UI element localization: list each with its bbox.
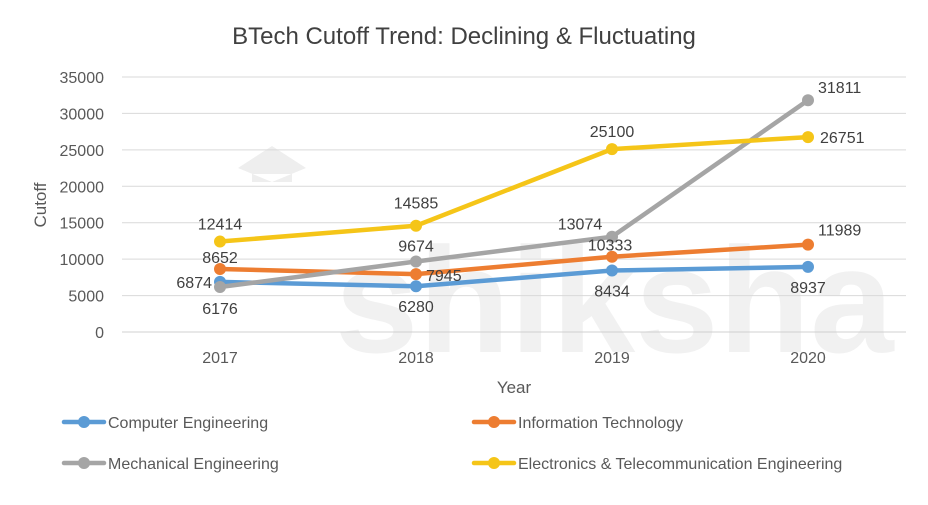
data-point	[410, 268, 422, 281]
data-point	[802, 238, 814, 251]
data-label: 10333	[588, 238, 633, 255]
data-label: 8652	[202, 250, 238, 267]
y-tick-label: 10000	[60, 252, 105, 269]
watermark-cap-icon	[238, 146, 306, 182]
data-point	[214, 235, 226, 248]
data-label: 8434	[594, 284, 630, 301]
y-tick-label: 30000	[60, 106, 105, 123]
data-label: 13074	[558, 217, 603, 234]
legend-marker	[78, 416, 90, 428]
series-line	[217, 264, 811, 289]
data-point	[606, 250, 618, 263]
x-tick-label: 2019	[594, 350, 630, 367]
data-label: 8937	[790, 280, 826, 297]
series-lines	[214, 94, 814, 294]
x-axis-title: Year	[497, 378, 532, 397]
data-label: 12414	[198, 217, 243, 234]
data-point	[410, 255, 422, 268]
data-label: 25100	[590, 124, 635, 141]
data-point	[214, 281, 226, 294]
data-label: 9674	[398, 239, 434, 256]
chart-title: BTech Cutoff Trend: Declining & Fluctuat…	[232, 23, 696, 50]
y-tick-label: 35000	[60, 70, 105, 87]
series-line	[217, 242, 811, 277]
data-point	[410, 219, 422, 232]
legend-label: Electronics & Telecommunication Engineer…	[518, 456, 842, 473]
legend-marker	[488, 457, 500, 469]
data-labels: 6874 6280 8434 8937 8652 7945 10333 11989 6176 96…	[176, 80, 864, 318]
y-axis-ticks: 0 5000 10000 15000 20000 25000 30000 35000	[60, 70, 105, 342]
x-tick-label: 2020	[790, 350, 826, 367]
legend-label: Mechanical Engineering	[108, 456, 279, 473]
y-tick-label: 5000	[68, 289, 104, 306]
data-label: 11989	[818, 223, 861, 240]
legend-label: Information Technology	[518, 415, 683, 432]
data-label: 6874	[176, 275, 212, 292]
legend-marker	[488, 416, 500, 428]
y-tick-label: 20000	[60, 179, 105, 196]
data-point	[606, 264, 618, 277]
data-point	[606, 230, 618, 243]
y-axis-title: Cutoff	[31, 182, 50, 227]
y-tick-label: 15000	[60, 216, 105, 233]
series-line	[217, 134, 811, 244]
data-point	[606, 143, 618, 156]
data-point	[802, 260, 814, 273]
data-label: 26751	[820, 130, 865, 147]
legend: Computer Engineering Information Technolo…	[61, 415, 842, 473]
data-point	[802, 94, 814, 107]
data-label: 6176	[202, 301, 238, 318]
data-label: 31811	[818, 80, 861, 97]
data-point	[410, 280, 422, 293]
y-tick-label: 25000	[60, 143, 105, 160]
data-point	[214, 262, 226, 275]
x-tick-label: 2018	[398, 350, 434, 367]
data-label: 7945	[426, 268, 462, 285]
legend-marker	[78, 457, 90, 469]
x-axis-ticks: 2017 2018 2019 2020	[202, 350, 826, 367]
data-point	[802, 131, 814, 144]
x-tick-label: 2017	[202, 350, 238, 367]
series-line	[217, 97, 811, 290]
legend-label: Computer Engineering	[108, 415, 268, 432]
data-label: 6280	[398, 299, 434, 316]
y-tick-label: 0	[95, 325, 104, 342]
data-label: 14585	[394, 196, 439, 213]
